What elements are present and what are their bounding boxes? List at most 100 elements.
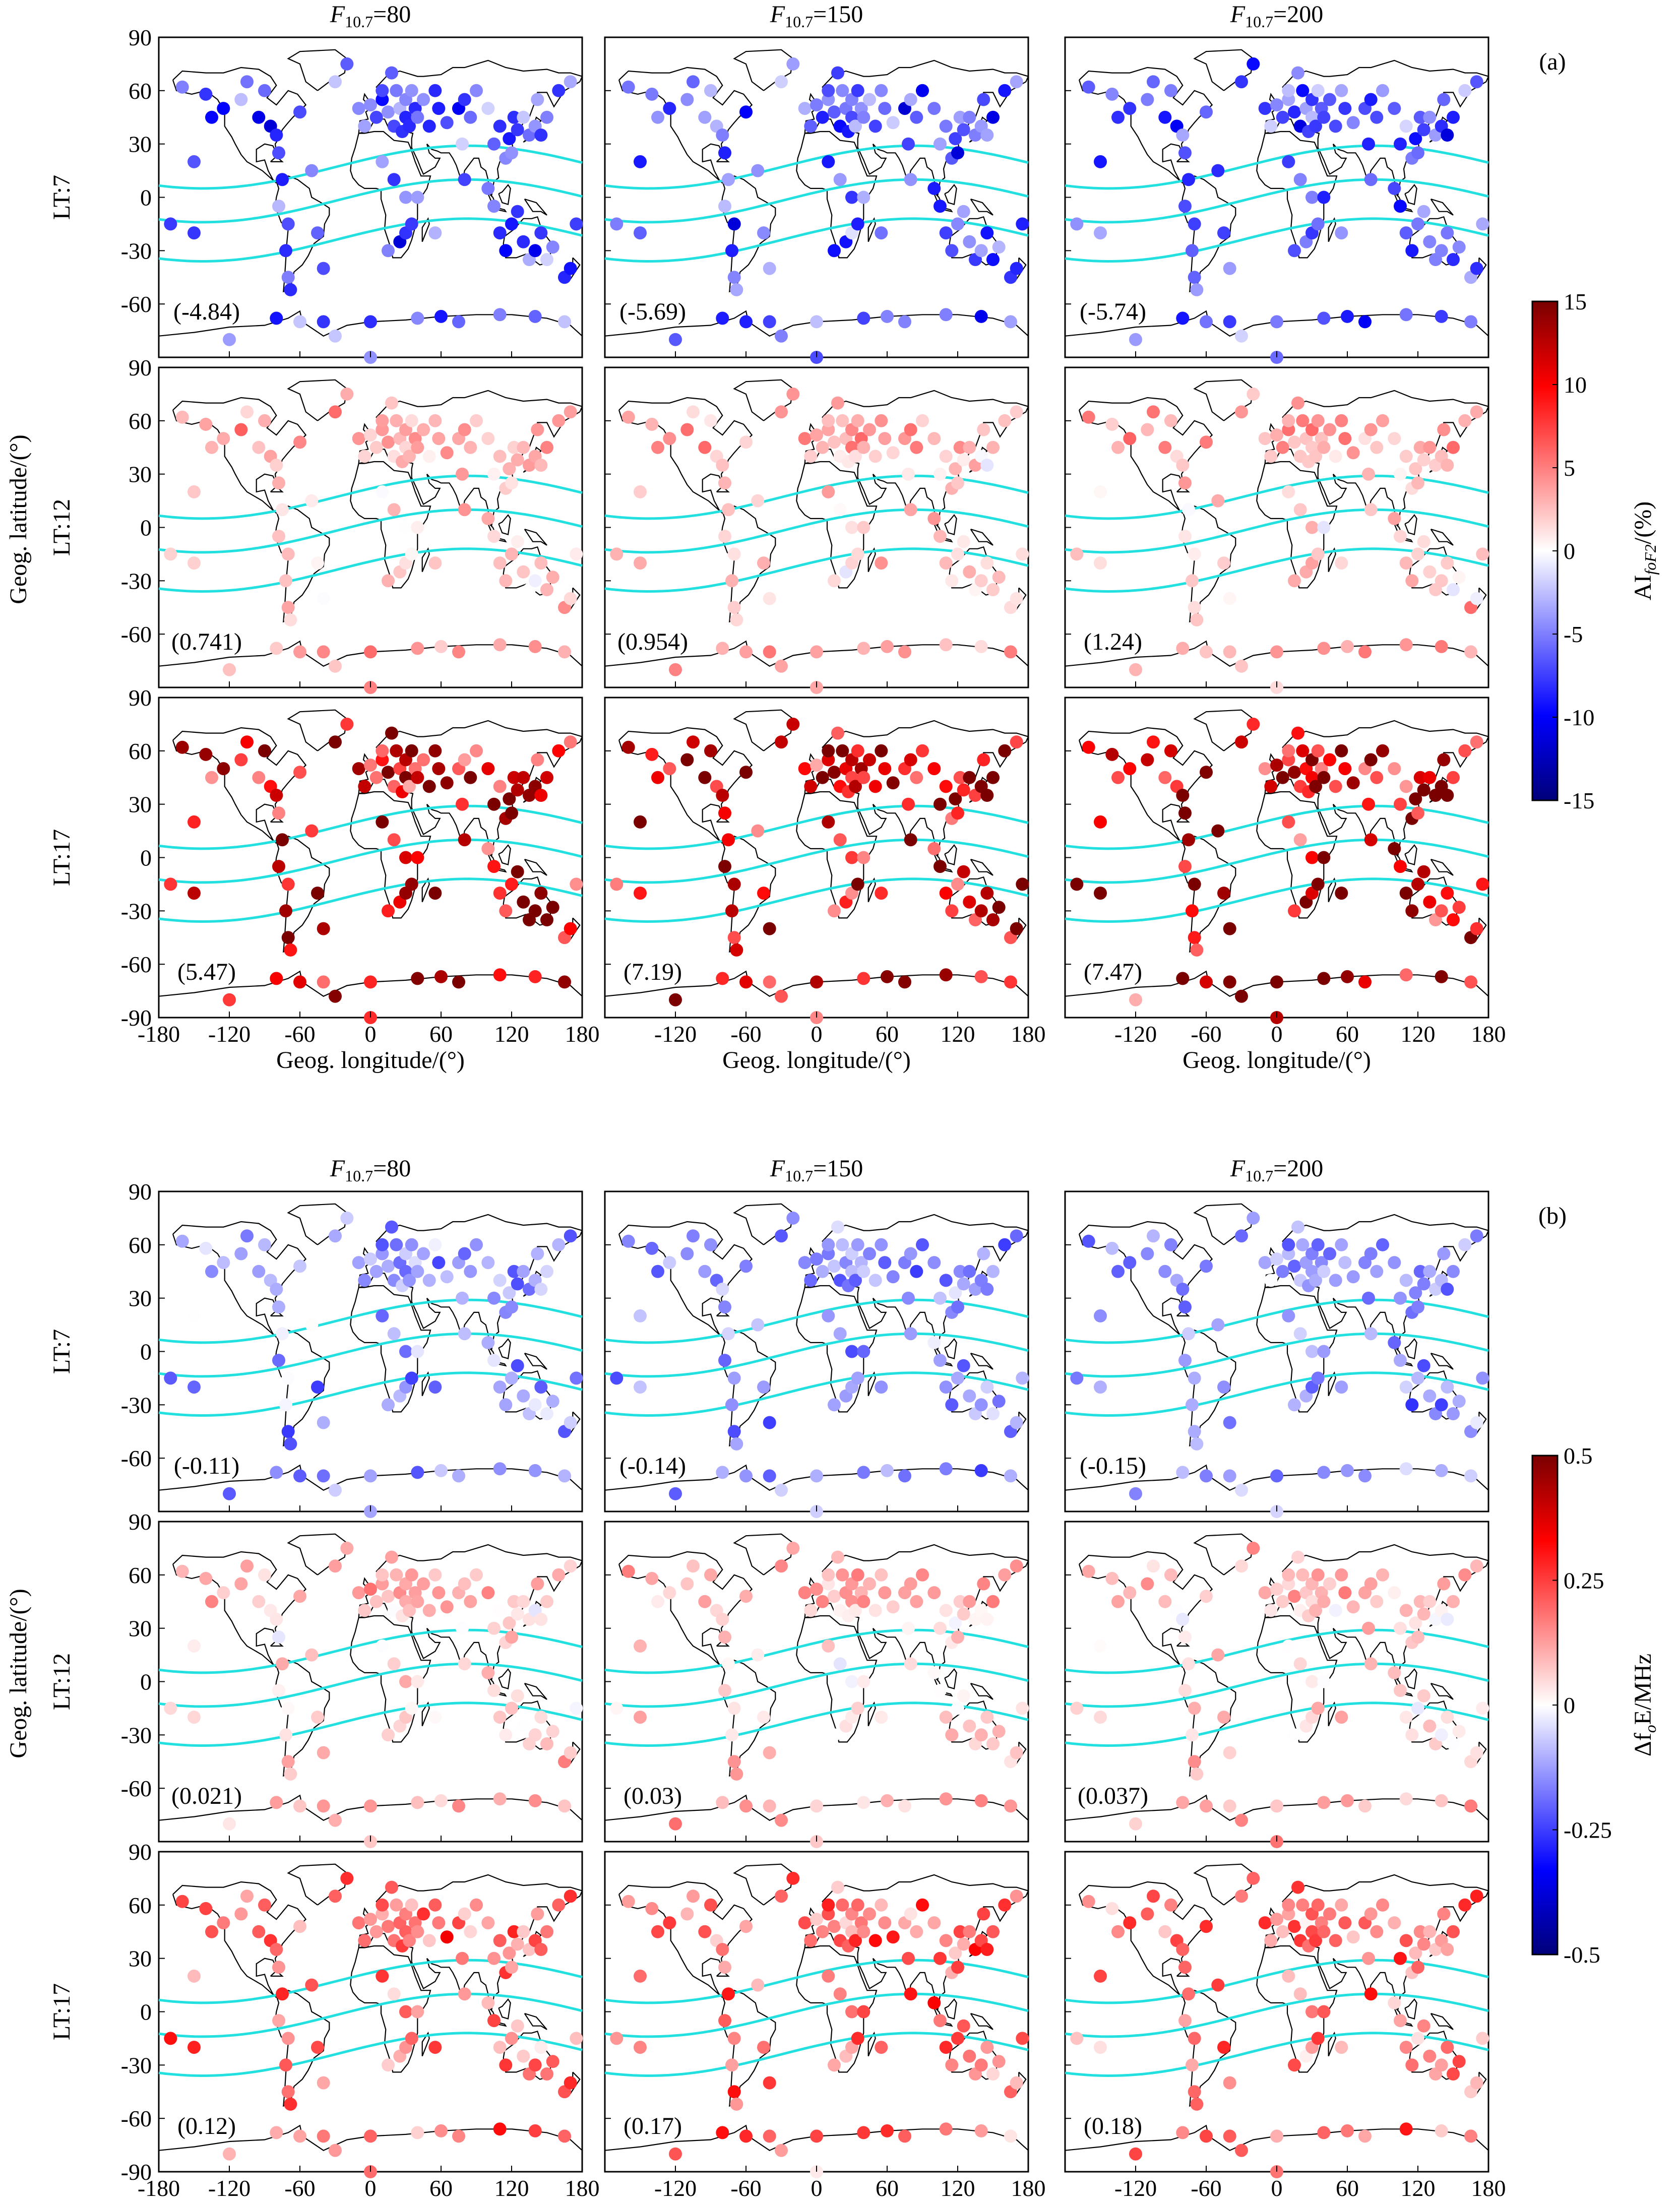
station-marker	[927, 1256, 941, 1270]
station-marker	[1411, 1371, 1424, 1385]
station-marker	[540, 583, 553, 596]
station-marker	[949, 1946, 962, 1960]
station-marker	[1411, 217, 1424, 231]
station-marker	[1470, 2076, 1483, 2090]
station-marker	[411, 1675, 424, 1688]
station-marker	[863, 1247, 876, 1261]
station-marker	[458, 1987, 471, 2001]
station-marker	[704, 744, 717, 758]
station-marker	[645, 1241, 659, 1255]
station-marker	[875, 2041, 888, 2054]
station-marker	[1094, 1380, 1107, 1394]
station-marker	[1423, 895, 1437, 909]
station-marker	[376, 744, 389, 758]
station-marker	[188, 887, 201, 900]
station-marker	[857, 1595, 870, 1608]
station-marker	[904, 173, 917, 186]
station-marker	[317, 1469, 330, 1483]
station-marker	[1364, 833, 1378, 847]
station-marker	[382, 105, 395, 119]
station-marker	[528, 1464, 542, 1477]
coastline	[158, 640, 583, 667]
station-marker	[634, 1639, 647, 1653]
station-marker	[284, 1437, 297, 1451]
station-marker	[1082, 80, 1095, 94]
station-marker	[634, 155, 647, 168]
station-marker	[534, 129, 548, 142]
station-marker	[1178, 200, 1192, 213]
station-marker	[974, 1464, 988, 1477]
station-marker	[1016, 2032, 1029, 2045]
station-marker	[1317, 110, 1331, 124]
station-marker	[828, 1259, 841, 1273]
station-marker	[1070, 547, 1084, 561]
station-marker	[234, 1907, 248, 1921]
station-marker	[1105, 417, 1119, 431]
y-tick-label: -30	[121, 238, 152, 264]
station-marker	[836, 414, 849, 427]
station-marker	[411, 2005, 424, 2019]
coastline	[358, 59, 583, 198]
station-marker	[1335, 1380, 1348, 1394]
station-marker	[953, 1925, 967, 1938]
station-marker	[763, 592, 776, 605]
station-marker	[828, 2058, 841, 2072]
coastline	[1328, 2032, 1336, 2057]
station-marker	[369, 1925, 383, 1938]
station-marker	[1411, 146, 1424, 160]
station-marker	[1309, 1274, 1322, 1287]
station-marker	[399, 191, 412, 204]
station-marker	[886, 1930, 900, 1944]
station-marker	[1270, 1252, 1283, 1266]
station-marker	[564, 2076, 577, 2090]
station-marker	[405, 2032, 418, 2045]
station-marker	[1399, 638, 1413, 652]
station-marker	[849, 780, 862, 793]
station-marker	[621, 740, 635, 754]
station-marker	[458, 1327, 471, 1341]
station-marker	[949, 792, 962, 806]
station-marker	[422, 1274, 436, 1287]
station-marker	[240, 405, 254, 419]
station-marker	[1211, 824, 1225, 838]
station-marker	[1376, 1898, 1389, 1912]
coastline	[498, 514, 511, 536]
station-marker	[481, 1586, 495, 1600]
station-marker	[340, 1541, 354, 1555]
station-marker	[716, 972, 729, 985]
station-marker	[857, 1466, 870, 1479]
station-marker	[382, 2058, 395, 2072]
station-marker	[828, 435, 841, 449]
station-marker	[517, 1595, 530, 1608]
station-marker	[487, 1621, 501, 1635]
station-marker	[739, 315, 753, 329]
y-tick-label: 0	[140, 845, 152, 871]
station-marker	[810, 315, 823, 329]
station-marker	[963, 1595, 976, 1608]
station-marker	[434, 2124, 448, 2137]
station-marker	[217, 432, 230, 446]
station-marker	[1129, 2147, 1142, 2161]
station-marker	[528, 1728, 542, 1742]
coastline	[350, 131, 431, 259]
station-marker	[775, 75, 788, 89]
station-marker	[340, 1871, 354, 1885]
x-axis-label: Geog. longitude/(°)	[722, 2201, 911, 2205]
station-marker	[1399, 1934, 1413, 1947]
station-marker	[270, 1613, 283, 1626]
station-marker	[340, 387, 354, 401]
station-marker	[369, 771, 383, 784]
station-marker	[687, 1559, 700, 1573]
coastline	[804, 59, 1029, 198]
coastline	[796, 1945, 878, 2073]
station-marker	[1258, 1256, 1272, 1270]
station-marker	[422, 1604, 436, 1617]
station-marker	[503, 462, 516, 476]
station-marker	[763, 1799, 776, 1813]
station-marker	[963, 110, 976, 124]
station-marker	[957, 1359, 970, 1372]
panel-mean-value: (0.021)	[171, 1783, 242, 1809]
station-marker	[1288, 904, 1301, 918]
station-marker	[881, 970, 894, 983]
station-marker	[1082, 410, 1095, 424]
